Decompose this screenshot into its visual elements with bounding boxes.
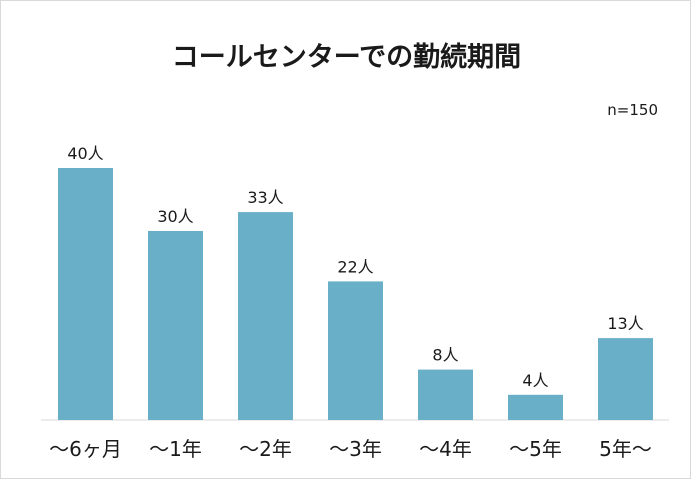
data-label: 13人	[607, 314, 643, 333]
x-tick-label: ～2年	[239, 437, 292, 461]
data-label: 40人	[67, 144, 103, 163]
x-tick-label: ～4年	[419, 437, 472, 461]
x-tick-label: ～5年	[509, 437, 562, 461]
x-tick-label: ～3年	[329, 437, 382, 461]
x-tick-label: ～1年	[149, 437, 202, 461]
bar	[58, 168, 113, 420]
chart-title: コールセンターでの勤続期間	[171, 42, 522, 73]
data-label: 33人	[247, 188, 283, 207]
data-label: 4人	[522, 371, 548, 390]
x-tick-label: 5年～	[599, 437, 652, 461]
data-label: 30人	[157, 207, 193, 226]
sample-size-note: n=150	[607, 101, 658, 119]
bar	[598, 338, 653, 420]
bar	[508, 394, 563, 420]
bar	[418, 369, 473, 420]
bar	[238, 212, 293, 420]
data-label: 22人	[337, 257, 373, 276]
x-tick-label: ～6ヶ月	[49, 437, 122, 461]
bar	[328, 281, 383, 420]
data-label: 8人	[432, 346, 458, 365]
bar	[148, 231, 203, 420]
